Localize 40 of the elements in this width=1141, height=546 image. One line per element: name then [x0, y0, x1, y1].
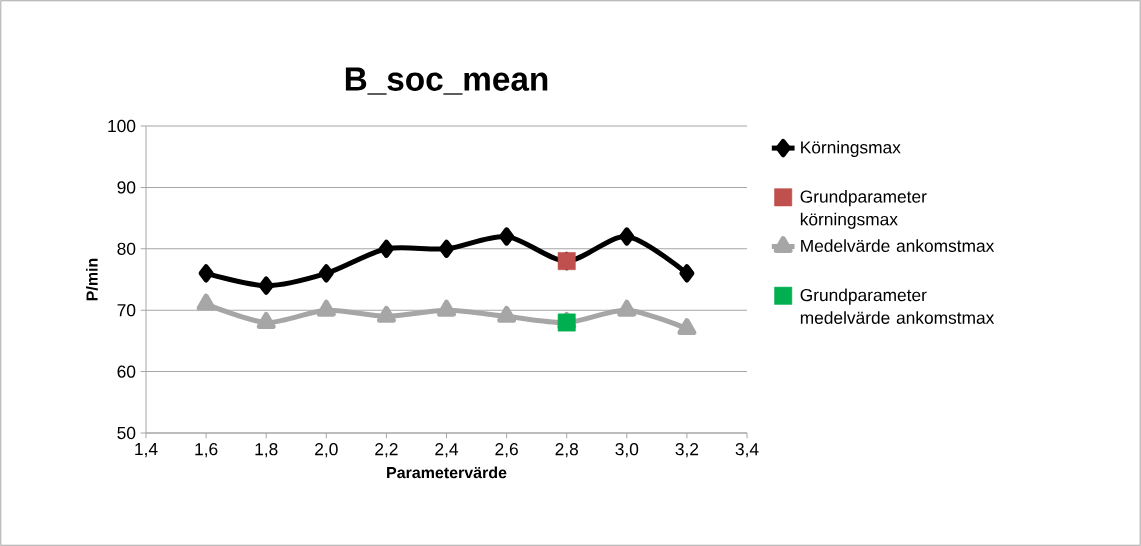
point [497, 305, 517, 323]
legend-label: Medelvärde ankomstmax [801, 239, 995, 252]
point [439, 239, 455, 258]
x-tick-label: 2,4 [435, 443, 459, 458]
x-tick-label: 3,0 [615, 443, 639, 458]
point [437, 299, 456, 317]
point [619, 227, 635, 246]
x-tick-label: 3,4 [735, 443, 759, 458]
point [679, 264, 695, 283]
x-axis-title: Parametervärde [387, 466, 507, 479]
legend-label: Körningsmax [801, 140, 901, 157]
x-tick-label: 1,4 [135, 443, 158, 458]
x-tick-label: 2,0 [315, 443, 338, 458]
point [198, 264, 214, 283]
legend-label: Grundparameter medelvärde ankomstmax [800, 288, 995, 324]
point [499, 227, 515, 246]
point [376, 305, 396, 323]
point [196, 293, 216, 311]
y-tick-label: 80 [117, 242, 136, 255]
x-tick-label: 3,2 [675, 443, 699, 458]
point [256, 311, 276, 329]
chart-title: B_soc_mean [345, 67, 548, 95]
point [318, 264, 334, 283]
point [378, 239, 394, 258]
x-tick-label: 2,6 [495, 443, 518, 458]
x-tick-label: 1,8 [255, 443, 278, 458]
y-tick-label: 50 [117, 426, 136, 440]
y-tick-label: 70 [117, 304, 136, 317]
point [258, 276, 274, 295]
point [677, 318, 697, 336]
x-tick-label: 2,2 [375, 443, 398, 458]
y-tick-label: 100 [108, 119, 136, 133]
y-tick-label: 60 [117, 365, 136, 378]
y-tick-label: 90 [117, 181, 136, 194]
legend-label: Grundparameter körningsmax [800, 190, 927, 229]
point [617, 299, 637, 317]
point [316, 299, 336, 317]
y-axis-title: P/min [85, 258, 98, 301]
x-tick-label: 1,6 [195, 443, 218, 458]
x-tick-label: 2,8 [555, 443, 578, 458]
